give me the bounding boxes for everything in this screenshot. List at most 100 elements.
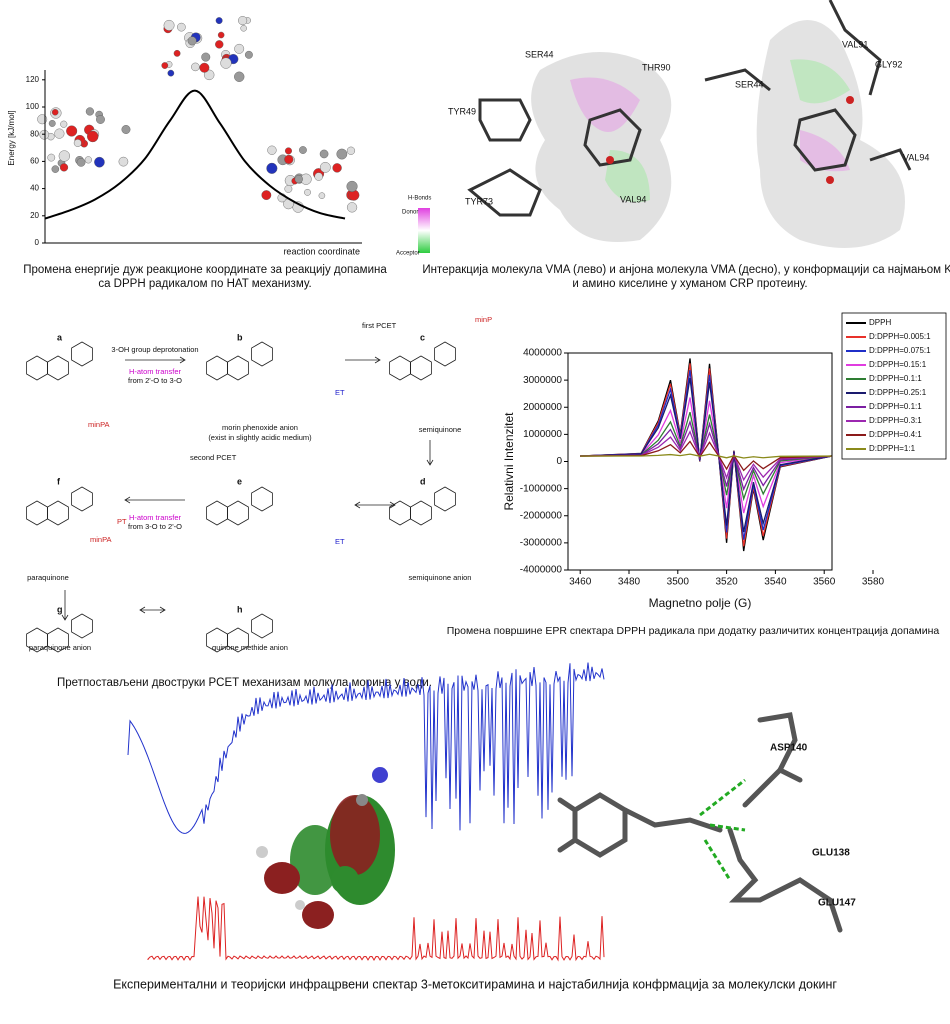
atom [284,154,294,164]
caption: и амино киселине у хуманом CRP протеину. [572,278,807,290]
scheme-text: PT [117,517,127,526]
spectrum-line [580,377,832,533]
atom [217,31,225,39]
x-tick-label: 3460 [569,577,592,588]
legend-label: D:DPPH=0.005:1 [869,332,931,341]
atom [84,156,92,164]
scheme-text: H-atom transfer [129,367,182,376]
scheme-letter: f [57,476,61,486]
ring [389,355,411,381]
y-tick-label: 2000000 [523,402,562,413]
residue-label: SER44 [525,49,554,59]
energy-line [44,89,346,220]
spectrum-line [580,430,832,482]
atom [267,145,277,155]
scheme-text: semiquinone anion [409,573,472,582]
scheme-text: paraquinone [27,573,69,582]
atom [215,17,223,25]
ring [26,500,48,526]
residue-label: GLY92 [875,59,902,69]
scheme-text: minPA [88,420,110,429]
legend-label: D:DPPH=0.25:1 [869,388,927,397]
ring [227,500,249,526]
scheme-text: first PCET [362,321,397,330]
caption: Промена површине EPR спектара DPPH радик… [447,625,940,637]
atom [199,62,210,73]
residue-label: GLU147 [818,898,856,909]
atom [161,62,169,69]
docking-illustration [418,0,912,253]
atom [173,49,181,57]
ring [206,500,228,526]
atom [319,149,329,159]
atom [346,146,356,155]
scheme-letter: b [237,332,243,342]
caption: Претпостављени двоструки PCET механизам … [57,677,432,689]
ring [434,341,456,367]
y-tick-label: -2000000 [520,510,563,521]
ring [410,355,432,381]
ring [47,355,69,381]
ir-theoretical [147,896,605,962]
ir-experimental [127,662,605,834]
atom [201,52,211,62]
x-tick-label: 3480 [618,577,641,588]
residue-label: TYR49 [448,106,476,116]
y-tick-label: 60 [30,157,39,166]
ring [227,355,249,381]
pcet-scheme: a b c d e f g h 3-OH group deprotonation… [26,315,492,653]
scheme-text: quinone methide anion [212,643,288,652]
y-tick-label: 20 [30,211,39,220]
y-tick-label: 80 [30,129,39,138]
atom [314,172,323,181]
scheme-letter: e [237,476,242,486]
y-tick-label: 40 [30,184,39,193]
atom [76,157,86,167]
captions: Промена енергије дуж реакционе координат… [23,264,950,991]
y-tick-label: -3000000 [520,538,563,549]
scheme-text: ET [335,537,345,546]
legend-label: D:DPPH=0.4:1 [869,430,922,439]
x-tick-label: 3540 [764,577,787,588]
atom [238,16,248,26]
atom [319,162,331,173]
atom [59,163,69,172]
legend-label: D:DPPH=1:1 [869,444,916,453]
docking-labels: SER44 THR90 TYR49 TYR73 VAL94 VAL91 GLY9… [396,39,929,256]
ring [227,627,249,653]
atom [167,69,175,77]
atom [215,40,224,49]
ring [251,341,273,367]
x-axis-label: reaction coordinate [283,246,360,256]
ring [71,341,93,367]
residue-label: VAL94 [620,194,646,204]
atom [346,202,358,213]
residue-label: TYR73 [465,196,493,206]
scheme-text: H-atom transfer [129,513,182,522]
atom [94,156,105,168]
atom [60,120,68,128]
atom [47,153,56,162]
atom [51,165,60,173]
x-tick-label: 3560 [813,577,836,588]
scheme-text: from 3-O to 2'-O [128,522,182,531]
scheme-text: (exist in slightly acidic medium) [208,433,312,442]
atom [66,125,78,137]
atom [118,156,129,167]
y-tick-label: 1000000 [523,429,562,440]
atom [284,185,293,193]
y-axis-label: Relativni Intenzitet [502,412,516,511]
legend-label: D:DPPH=0.15:1 [869,360,927,369]
atom [318,192,326,199]
x-tick-label: 3500 [667,577,690,588]
scheme-text: paraquinone anion [29,643,91,652]
atom [177,22,186,32]
atom [73,139,82,147]
ring [251,486,273,512]
atom [58,150,70,162]
y-axis-label: Energy [kJ/mol] [7,110,16,165]
legend-label: Donor [402,210,418,216]
scheme-text: minP [475,315,492,324]
legend-label: Acceptor [396,251,420,257]
